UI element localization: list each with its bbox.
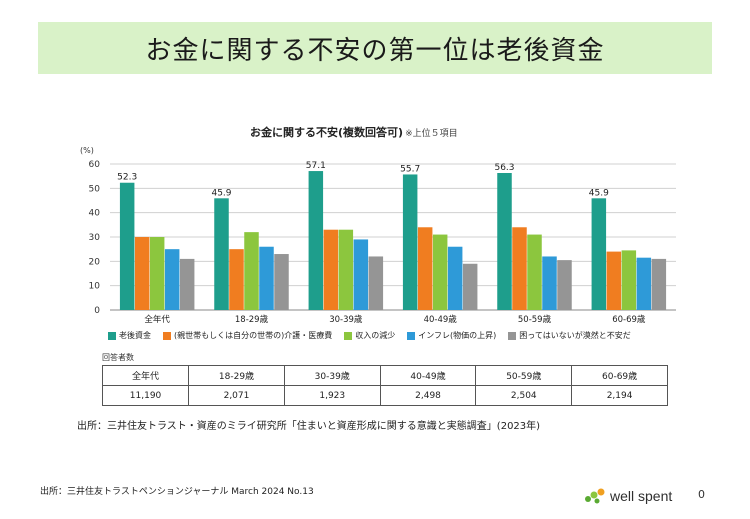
- respondents-table: 全年代 18-29歳 30-39歳 40-49歳 50-59歳 60-69歳 1…: [101, 365, 668, 406]
- table-header-cell: 18-29歳: [188, 365, 285, 386]
- bar-5: [557, 260, 572, 310]
- bar-1: [402, 174, 418, 310]
- y-tick-label: 60: [89, 160, 101, 170]
- bar-1: [214, 198, 229, 310]
- legend-item: (親世帯もしくは自分の世帯の)介護・医療費: [163, 330, 332, 341]
- legend-label: (親世帯もしくは自分の世帯の)介護・医療費: [174, 331, 333, 340]
- bar-2: [134, 237, 150, 310]
- x-tick-label: 全年代: [144, 314, 170, 325]
- chart-legend: 老後資金 (親世帯もしくは自分の世帯の)介護・医療費 収入の減少 インフレ(物価の上昇…: [108, 330, 631, 341]
- logo-mark-icon: [585, 488, 605, 504]
- respondents-header-row: 全年代 18-29歳 30-39歳 40-49歳 50-59歳 60-69歳: [101, 365, 668, 386]
- bar-4: [542, 256, 557, 310]
- y-tick-label: 0: [94, 306, 100, 316]
- title-banner: お金に関する不安の第一位は老後資金: [38, 22, 712, 74]
- data-label: 45.9: [211, 188, 231, 198]
- bar-4: [447, 246, 463, 310]
- bar-3: [338, 229, 354, 310]
- table-cell: 2,498: [379, 385, 477, 406]
- bar-2: [417, 227, 433, 310]
- table-cell: 2,504: [475, 385, 573, 406]
- chart-title-note: ※上位５項目: [405, 129, 458, 139]
- footer-source: 出所：三井住友トラストペンションジャーナル March 2024 No.13: [40, 487, 314, 497]
- legend-item: 収入の減少: [344, 330, 395, 341]
- legend-swatch: [163, 331, 171, 340]
- bar-3: [149, 237, 165, 310]
- chart-title-main: お金に関する不安(複数回答可): [250, 126, 404, 139]
- page-number: 0: [698, 488, 705, 501]
- bar-1: [119, 182, 135, 310]
- bar-1: [308, 171, 324, 310]
- page-title: お金に関する不安の第一位は老後資金: [145, 36, 605, 66]
- table-cell: 2,194: [571, 385, 668, 406]
- data-label: 45.9: [589, 188, 609, 198]
- bar-2: [606, 251, 622, 310]
- table-cell: 11,190: [101, 385, 190, 406]
- table-header-cell: 40-49歳: [379, 365, 477, 386]
- bar-1: [591, 198, 607, 310]
- x-tick-label: 18-29歳: [235, 314, 269, 325]
- legend-item: 老後資金: [108, 330, 151, 341]
- bar-3: [621, 250, 637, 310]
- y-axis-unit-label: (%): [80, 146, 94, 155]
- bar-2: [323, 229, 339, 310]
- legend-swatch: [108, 331, 116, 340]
- source-note: 出所：三井住友トラスト・資産のミライ研究所「住まいと資産形成に関する意識と実態調…: [77, 421, 541, 432]
- legend-label: 収入の減少: [355, 331, 396, 340]
- y-tick-label: 10: [89, 282, 101, 292]
- data-label: 52.3: [117, 173, 137, 183]
- bar-3: [432, 234, 448, 310]
- bar-5: [651, 258, 667, 310]
- table-header-cell: 60-69歳: [571, 365, 668, 386]
- x-tick-label: 60-69歳: [612, 314, 646, 325]
- bar-3: [244, 232, 259, 310]
- table-header-cell: 30-39歳: [283, 365, 381, 386]
- data-label: 57.1: [306, 161, 326, 171]
- y-tick-label: 40: [89, 209, 101, 219]
- bar-5: [368, 256, 384, 310]
- legend-swatch: [508, 331, 517, 340]
- bar-2: [512, 227, 527, 310]
- legend-label: 老後資金: [119, 331, 151, 340]
- logo-text: well spent: [610, 488, 673, 504]
- respondents-label: 回答者数: [102, 353, 134, 362]
- y-tick-label: 50: [89, 184, 101, 194]
- table-header-cell: 全年代: [101, 365, 190, 386]
- legend-item: インフレ(物価の上昇): [407, 330, 496, 341]
- bar-5: [462, 263, 478, 310]
- x-tick-label: 30-39歳: [329, 314, 363, 325]
- respondents-value-row: 11,190 2,071 1,923 2,498 2,504 2,194: [101, 385, 668, 406]
- legend-label: 困ってはいないが漠然と不安だ: [519, 331, 631, 340]
- bar-1: [497, 173, 512, 310]
- x-tick-label: 40-49歳: [424, 314, 458, 325]
- bar-4: [259, 246, 274, 310]
- bar-4: [636, 257, 652, 310]
- legend-label: インフレ(物価の上昇): [418, 331, 497, 340]
- bar-3: [527, 234, 542, 310]
- table-cell: 1,923: [283, 385, 381, 406]
- bar-5: [274, 254, 289, 310]
- legend-swatch: [407, 331, 416, 340]
- x-tick-label: 50-59歳: [518, 314, 552, 325]
- legend-item: 困ってはいないが漠然と不安だ: [508, 330, 631, 341]
- bar-4: [353, 239, 369, 310]
- data-label: 55.7: [400, 164, 420, 174]
- data-label: 56.3: [494, 163, 514, 173]
- legend-swatch: [344, 331, 353, 340]
- y-tick-label: 20: [89, 257, 101, 267]
- bar-2: [229, 249, 244, 310]
- table-header-cell: 50-59歳: [475, 365, 573, 386]
- bar-chart: (%) 0 10 20 30 40 50 60 52.3 全年代 45.9 18-29歳 57.1 30-…: [80, 146, 676, 325]
- table-cell: 2,071: [188, 385, 285, 406]
- bar-4: [164, 249, 180, 310]
- well-spent-logo: well spent: [584, 488, 672, 504]
- y-tick-label: 30: [89, 233, 101, 243]
- bar-5: [179, 258, 195, 310]
- chart-title: お金に関する不安(複数回答可) ※上位５項目: [250, 124, 458, 140]
